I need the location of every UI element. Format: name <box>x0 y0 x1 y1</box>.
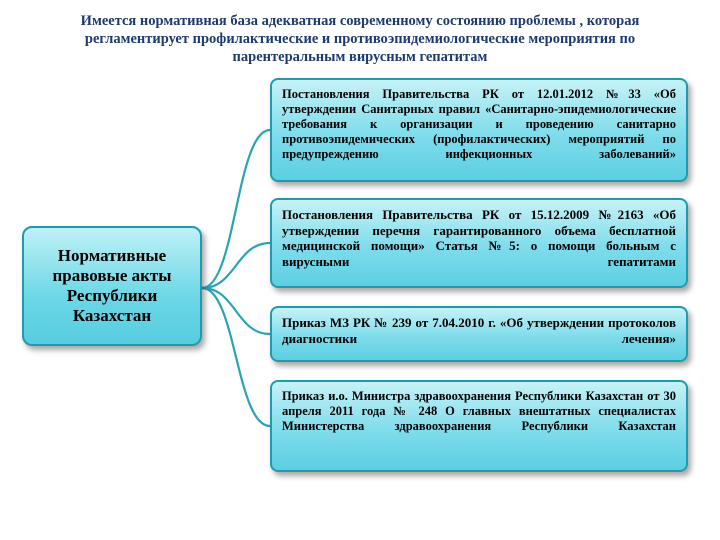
central-node-label: Нормативные правовые акты Республики Каз… <box>32 246 192 326</box>
regulation-box-3-text: Приказ МЗ РК № 239 от 7.04.2010 г. «Об у… <box>282 315 676 346</box>
central-node: Нормативные правовые акты Республики Каз… <box>22 226 202 346</box>
regulation-box-2-text: Постановления Правительства РК от 15.12.… <box>282 207 676 269</box>
regulation-box-4: Приказ и.о. Министра здравоохранения Рес… <box>270 380 688 472</box>
regulation-box-1-text: Постановления Правительства РК от 12.01.… <box>282 87 676 161</box>
slide-page: Имеется нормативная база адекватная совр… <box>0 0 720 540</box>
page-title: Имеется нормативная база адекватная совр… <box>40 12 680 66</box>
regulation-box-2: Постановления Правительства РК от 15.12.… <box>270 198 688 288</box>
regulation-box-4-text: Приказ и.о. Министра здравоохранения Рес… <box>282 389 676 433</box>
regulation-box-1: Постановления Правительства РК от 12.01.… <box>270 78 688 182</box>
regulation-box-3: Приказ МЗ РК № 239 от 7.04.2010 г. «Об у… <box>270 306 688 362</box>
